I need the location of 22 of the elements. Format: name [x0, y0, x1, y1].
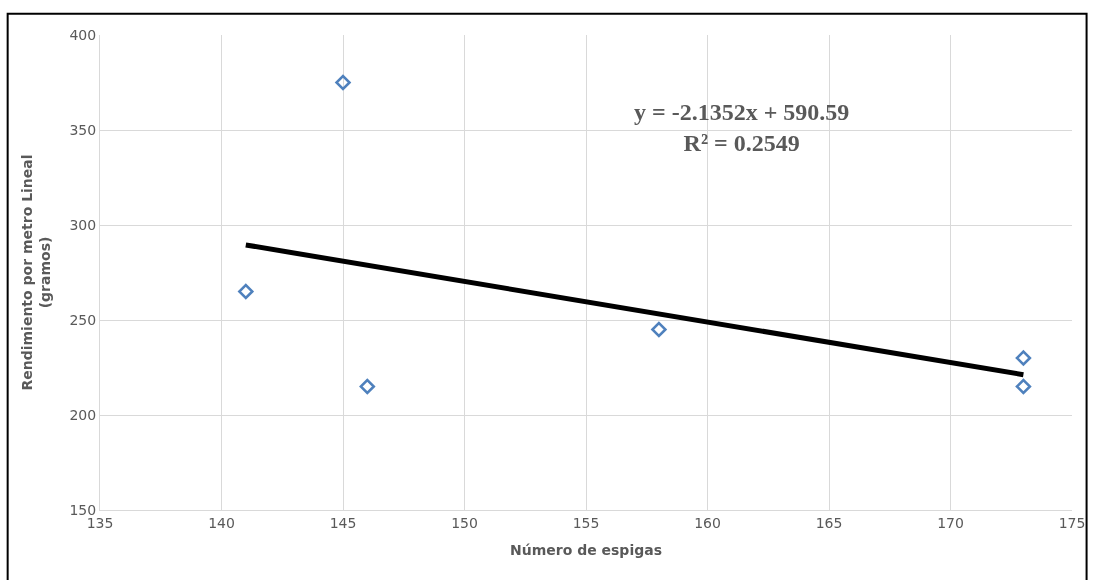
x-tick-label: 150: [451, 514, 478, 531]
x-axis-title: Número de espigas: [509, 542, 663, 559]
x-tick-label: 165: [815, 514, 843, 531]
y-axis-title: Rendimiento por metro Lineal (gramos): [18, 154, 54, 391]
point: [1015, 378, 1032, 395]
y-tick-label: 350: [69, 121, 97, 138]
y-tick-label: 400: [69, 26, 97, 43]
point: [651, 321, 667, 338]
x-tick-label: 155: [572, 514, 600, 531]
x-tick-label: 170: [937, 514, 964, 531]
x-tick-label: 145: [329, 514, 357, 531]
point: [238, 283, 254, 300]
y-tick-label: 250: [69, 311, 97, 328]
y-tick-label: 300: [69, 216, 97, 233]
y-tick-label: 200: [69, 406, 97, 423]
point: [1015, 350, 1032, 366]
annotation: y = -2.1352x + 590.59 R² = 0.2549: [634, 99, 850, 157]
x-tick-label: 160: [694, 514, 721, 531]
point: [335, 74, 351, 91]
point: [359, 378, 376, 395]
x-tick-label: 175: [1058, 514, 1086, 531]
x-tick-label: 140: [208, 514, 235, 531]
